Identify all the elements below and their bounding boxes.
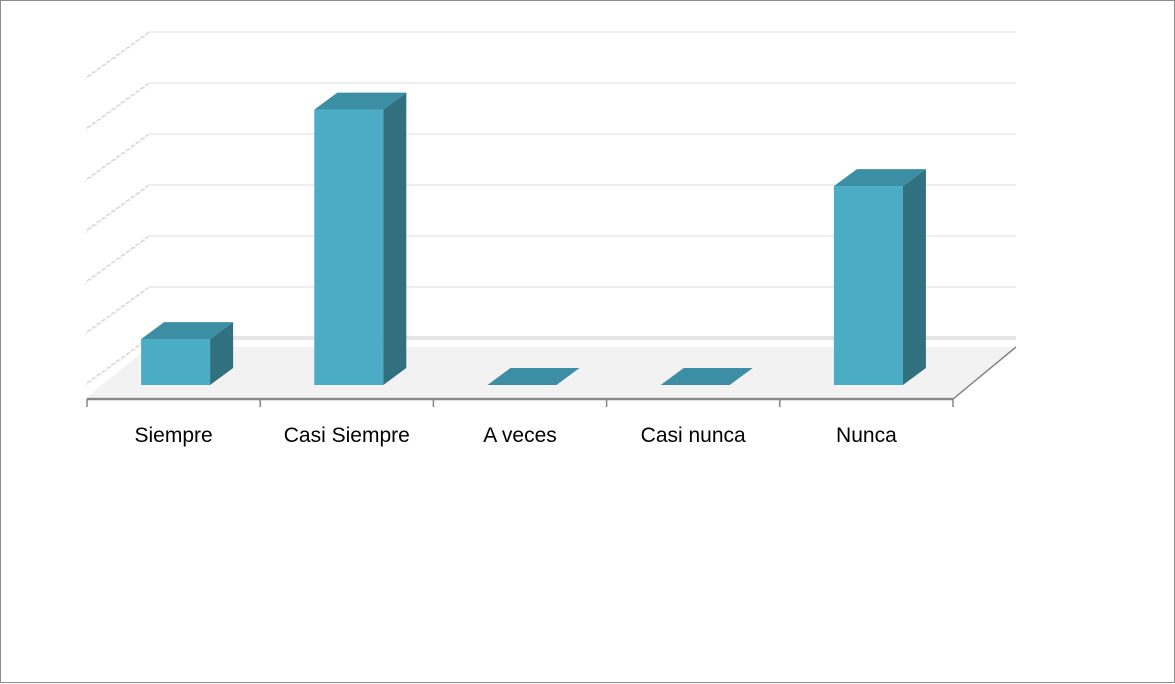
- chart-walls: [84, 31, 150, 387]
- x-tick-label: Nunca: [836, 424, 897, 447]
- bar-top: [487, 368, 580, 385]
- side-wall-gridline: [86, 184, 150, 231]
- x-tick-label: Siempre: [134, 424, 212, 447]
- side-wall-gridline: [86, 82, 150, 129]
- x-axis: [86, 397, 954, 407]
- bar-top: [141, 322, 234, 340]
- side-wall-gridline: [86, 31, 150, 78]
- bar: [487, 368, 580, 385]
- bar-front: [141, 339, 211, 385]
- side-wall-gridline-shadow: [84, 187, 148, 234]
- bars: [141, 92, 926, 385]
- side-wall-gridline-shadow: [84, 34, 148, 81]
- x-tick-label: A veces: [483, 424, 557, 447]
- side-wall-gridline-shadow: [84, 85, 148, 132]
- side-wall-gridline-shadow: [84, 136, 148, 183]
- bar-top: [833, 169, 926, 187]
- bar: [833, 169, 926, 385]
- bar-side: [902, 169, 926, 385]
- side-wall-gridline: [86, 286, 150, 333]
- bar-side: [210, 322, 234, 385]
- side-wall-gridline: [86, 235, 150, 282]
- bar-top: [314, 92, 407, 110]
- x-tick-label: Casi Siempre: [284, 424, 410, 447]
- x-tick-labels: Siempre Casi Siempre A veces Casi nunca Nunc…: [134, 424, 897, 447]
- side-wall-gridline: [86, 337, 150, 384]
- bar-front: [314, 109, 384, 385]
- side-wall-gridline-shadow: [84, 238, 148, 285]
- side-wall-gridline: [86, 133, 150, 180]
- bar: [660, 368, 753, 385]
- bar: [314, 92, 407, 385]
- x-tick-label: Casi nunca: [641, 424, 746, 447]
- bar: [141, 322, 234, 385]
- bar-top: [660, 368, 753, 385]
- side-wall-gridline-shadow: [84, 289, 148, 336]
- bar-front: [833, 186, 903, 385]
- side-wall-gridline-shadow: [84, 340, 148, 387]
- bar-side: [383, 92, 407, 385]
- floor-right-edge: [952, 346, 1017, 400]
